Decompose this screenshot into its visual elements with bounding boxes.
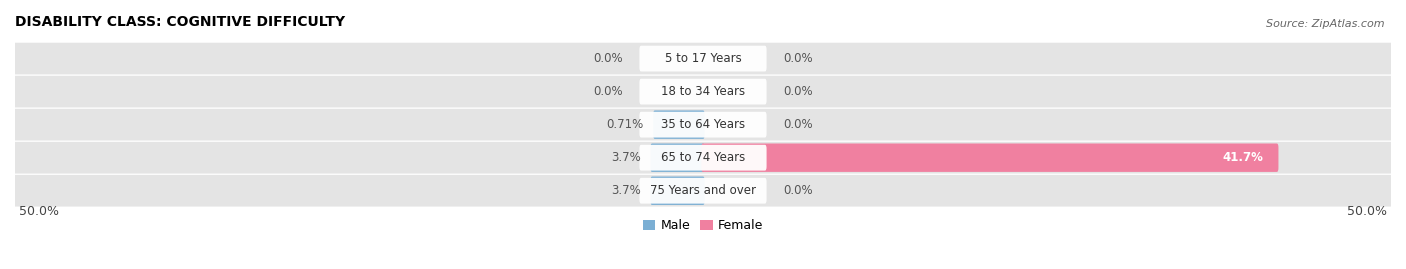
Legend: Male, Female: Male, Female [638,214,768,238]
FancyBboxPatch shape [640,112,766,137]
Text: 5 to 17 Years: 5 to 17 Years [665,52,741,65]
Text: 0.0%: 0.0% [783,118,813,131]
Text: 0.0%: 0.0% [783,85,813,98]
FancyBboxPatch shape [640,46,766,72]
Text: 3.7%: 3.7% [612,151,641,164]
Text: 35 to 64 Years: 35 to 64 Years [661,118,745,131]
FancyBboxPatch shape [702,143,1278,172]
Text: 0.0%: 0.0% [593,85,623,98]
FancyBboxPatch shape [13,175,1393,207]
FancyBboxPatch shape [13,76,1393,108]
Text: 75 Years and over: 75 Years and over [650,184,756,197]
Text: 65 to 74 Years: 65 to 74 Years [661,151,745,164]
Text: 41.7%: 41.7% [1222,151,1263,164]
Text: 0.0%: 0.0% [593,52,623,65]
Text: 0.0%: 0.0% [783,52,813,65]
FancyBboxPatch shape [13,142,1393,174]
FancyBboxPatch shape [640,79,766,104]
Text: 0.71%: 0.71% [606,118,644,131]
Text: 3.7%: 3.7% [612,184,641,197]
Text: 0.0%: 0.0% [783,184,813,197]
FancyBboxPatch shape [13,109,1393,140]
Text: DISABILITY CLASS: COGNITIVE DIFFICULTY: DISABILITY CLASS: COGNITIVE DIFFICULTY [15,15,344,29]
FancyBboxPatch shape [651,176,704,205]
FancyBboxPatch shape [651,143,704,172]
FancyBboxPatch shape [13,43,1393,75]
Text: Source: ZipAtlas.com: Source: ZipAtlas.com [1267,19,1385,29]
FancyBboxPatch shape [640,145,766,171]
Text: 50.0%: 50.0% [1347,205,1386,218]
Text: 50.0%: 50.0% [20,205,59,218]
Text: 18 to 34 Years: 18 to 34 Years [661,85,745,98]
FancyBboxPatch shape [640,178,766,204]
FancyBboxPatch shape [654,111,704,139]
